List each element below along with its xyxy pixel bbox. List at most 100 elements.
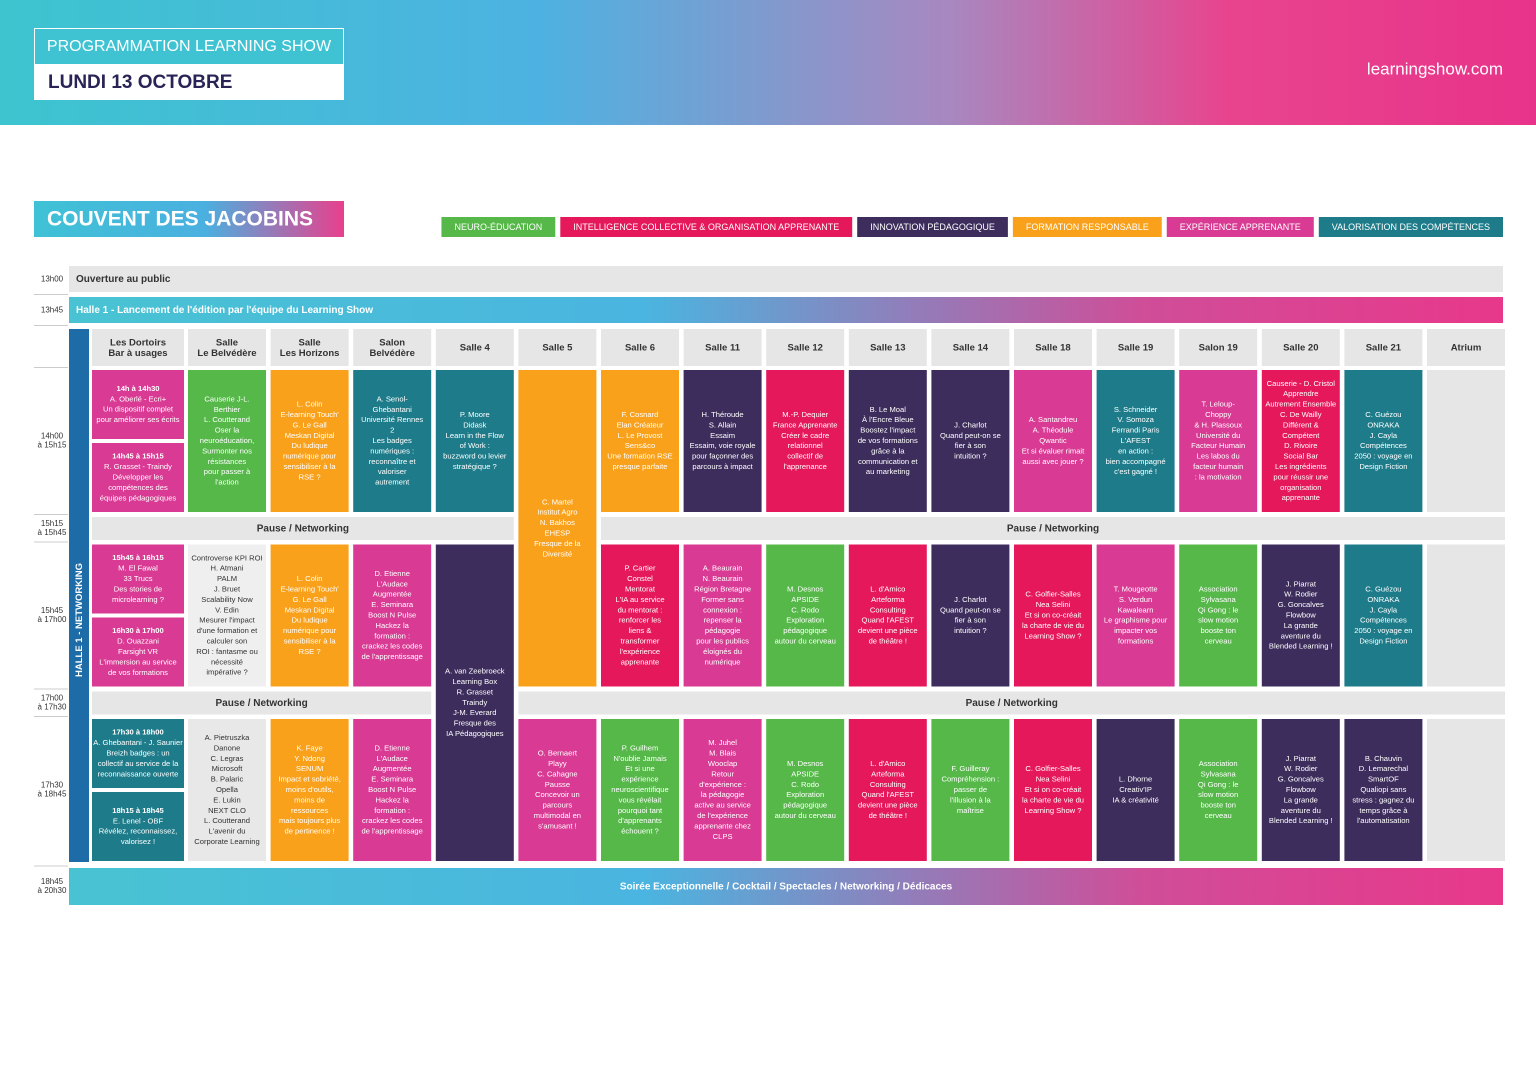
session-text: 16h30 à 17h00 D. Ouazzani Farsight VR L'imm… bbox=[99, 626, 176, 677]
session-text-line: A. Santandreu bbox=[1029, 415, 1078, 424]
session-text-line: Concevoir un bbox=[535, 790, 580, 799]
session-text-line: NEXT CLO bbox=[208, 806, 246, 815]
session-text-line: Controverse KPI ROI bbox=[191, 553, 262, 562]
session-text-line: stratégique ? bbox=[453, 462, 497, 471]
session-block bbox=[1427, 370, 1505, 512]
venue-box bbox=[34, 201, 344, 237]
legend-item: INNOVATION PÉDAGOGIQUE bbox=[857, 217, 1008, 237]
session-text-line: of Work : bbox=[460, 441, 490, 450]
time-label-line: 14h00 bbox=[41, 432, 64, 441]
pause-label: Pause / Networking bbox=[1007, 524, 1099, 535]
session-block bbox=[848, 370, 927, 512]
session-text: 14h à 14h30 A. Oberlé - Ecri+ Un dispositi… bbox=[96, 384, 179, 424]
session-text-line: Une formation RSE bbox=[607, 452, 672, 461]
session-block bbox=[848, 719, 927, 861]
session-text-line: G. Goncalves bbox=[1278, 600, 1324, 609]
session-text-line: 14h à 14h30 bbox=[116, 384, 159, 393]
session-text-line: J. Cayla bbox=[1370, 605, 1398, 614]
session-text-line: crackez les codes bbox=[362, 642, 423, 651]
session-text-line: ROI : fantasme ou bbox=[196, 647, 258, 656]
session-text-line: Mentorat bbox=[625, 585, 656, 594]
session-text-line: presque parfaite bbox=[613, 462, 668, 471]
session-text: C. Guézou ONRAKA J. Cayla Compétences 2050 :… bbox=[1354, 585, 1412, 646]
session-text-line: S. Verdun bbox=[1119, 595, 1152, 604]
session-text-line: reconnaître et bbox=[369, 457, 417, 466]
session-text: L. Colin E-learning Touch' G. Le Gall Meska… bbox=[280, 400, 339, 482]
session-block bbox=[1344, 544, 1423, 687]
session-text-line: M. Juhel bbox=[708, 738, 737, 747]
session-text-line: Augmentée bbox=[373, 590, 412, 599]
session-text: D. Etienne L'Audace Augmentée E. Seminara Bo… bbox=[361, 569, 422, 661]
session-text-line: C. Golfier-Salles bbox=[1025, 764, 1080, 773]
session-text-line: Learn in the Flow bbox=[446, 431, 505, 440]
room-name-line: Salle 11 bbox=[705, 342, 741, 353]
session-text-line: T. Leloup- bbox=[1202, 400, 1236, 409]
session-text-line: Arteforma bbox=[871, 769, 905, 778]
session-text: A. Santandreu A. Théodule Qwantic Et si éva… bbox=[1022, 415, 1085, 466]
session-text-line: pour façonner des bbox=[692, 452, 753, 461]
session-text-line: France Apprenante bbox=[773, 420, 838, 429]
session-text-line: microlearning ? bbox=[112, 595, 164, 604]
session-block bbox=[435, 544, 514, 861]
time-label: 13h00 bbox=[41, 275, 64, 284]
session-text: O. Bernaert Playy C. Cahagne Pausse Concevoi… bbox=[534, 749, 581, 831]
networking-bar bbox=[69, 329, 89, 862]
session-text-line: de l'apprentissage bbox=[361, 652, 422, 661]
session-text-line: Choppy bbox=[1205, 410, 1231, 419]
session-text-line: T. Mougeotte bbox=[1114, 585, 1158, 594]
legend-label: FORMATION RESPONSABLE bbox=[1026, 222, 1149, 232]
session-block bbox=[1096, 719, 1175, 861]
session-text-line: pour améliorer ses écrits bbox=[96, 415, 179, 424]
session-text-line: parcours bbox=[543, 801, 573, 810]
session-text-line: L'Audace bbox=[376, 754, 407, 763]
session-text-line: Et si évaluer rimait bbox=[1022, 446, 1085, 455]
session-text-line: Wooclap bbox=[708, 759, 737, 768]
session-text-line: D. Etienne bbox=[374, 569, 409, 578]
session-block bbox=[1096, 544, 1175, 687]
session-text-line: temps grâce à bbox=[1359, 806, 1408, 815]
time-label: 15h45 à 17h00 bbox=[38, 606, 67, 624]
session-text-line: A. Pietruszka bbox=[205, 733, 251, 742]
session-text-line: communication et bbox=[858, 457, 918, 466]
session-text-line: de l'expérience bbox=[697, 811, 748, 820]
session-text-line: Qi Gong : le bbox=[1198, 605, 1239, 614]
room-name-line: Salle 12 bbox=[788, 342, 823, 353]
session-text-line: E. Seminara bbox=[371, 775, 414, 784]
session-text-line: G. Goncalves bbox=[1278, 775, 1324, 784]
session-block bbox=[1014, 544, 1092, 687]
time-label: 14h00 à 15h15 bbox=[38, 432, 67, 450]
room-name-line: Salle 21 bbox=[1366, 342, 1402, 353]
session-text-line: Nea Selini bbox=[1036, 600, 1071, 609]
session-text: J. Piarrat W. Rodier G. Goncalves Flowbow La… bbox=[1269, 579, 1333, 650]
session-text-line: IA & créativité bbox=[1112, 795, 1158, 804]
session-block bbox=[683, 370, 762, 512]
session-text-line: Quand l'AFEST bbox=[862, 790, 915, 799]
session-text-line: CLPS bbox=[713, 832, 733, 841]
session-text-line: vous révélait bbox=[619, 795, 663, 804]
legend-swatch bbox=[560, 217, 853, 237]
session-text: 17h30 à 18h00 A. Ghebantani - J. Saunier B… bbox=[93, 728, 183, 779]
pause-row bbox=[601, 517, 1505, 540]
session-text-line: intuition ? bbox=[954, 452, 987, 461]
session-text-line: S. Schneider bbox=[1114, 405, 1158, 414]
session-text-line: Meskan Digital bbox=[285, 431, 335, 440]
session-text-line: Exploration bbox=[786, 790, 824, 799]
header-date: LUNDI 13 OCTOBRE bbox=[48, 72, 232, 93]
session-block bbox=[1344, 719, 1423, 861]
session-text-line: E-learning Touch' bbox=[280, 585, 339, 594]
session-text-line: L'IA au service bbox=[615, 595, 664, 604]
session-block bbox=[518, 370, 597, 687]
legend-item: NEURO-ÉDUCATION bbox=[441, 217, 556, 237]
session-text: M. Desnos APSIDE C. Rodo Exploration pédagog… bbox=[775, 759, 836, 820]
session-text-line: Danone bbox=[214, 743, 241, 752]
session-text-line: C. Cahagne bbox=[537, 769, 578, 778]
session-text-line: Le graphisme pour bbox=[1104, 616, 1168, 625]
session-text-line: N. Bakhos bbox=[540, 518, 575, 527]
session-text-line: Farsight VR bbox=[118, 647, 159, 656]
session-text-line: P. Cartier bbox=[624, 564, 656, 573]
session-text-line: Scalability Now bbox=[201, 595, 253, 604]
session-text-line: autour du cerveau bbox=[775, 811, 836, 820]
session-text-line: Diversité bbox=[543, 549, 573, 558]
session-text-line: L. Colin bbox=[297, 574, 323, 583]
